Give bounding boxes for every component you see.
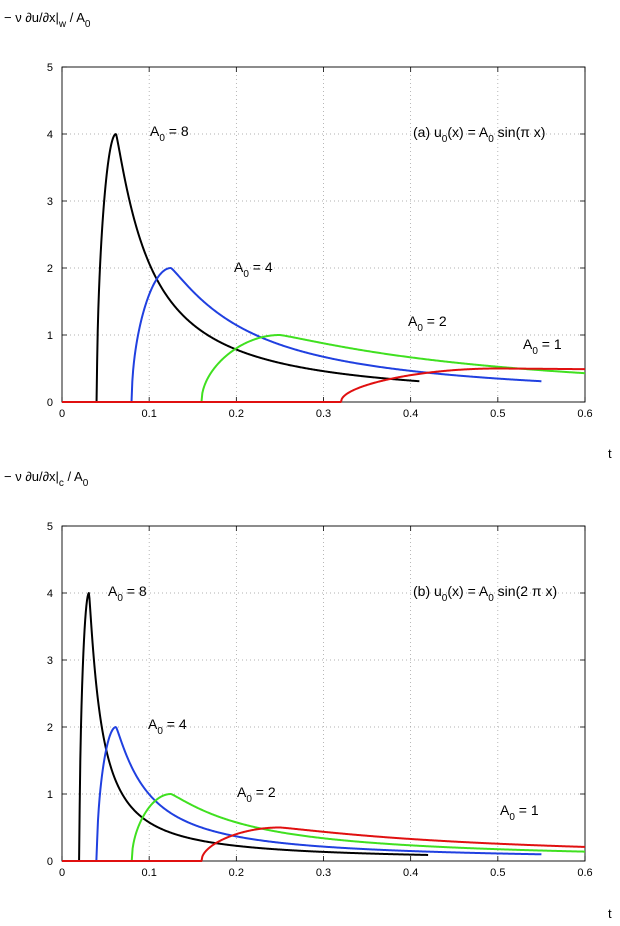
series-label-1-part: = 4	[163, 716, 187, 732]
y-axis-label-part: w	[58, 19, 67, 30]
y-axis-label-part: c	[59, 478, 64, 489]
series-line-1	[61, 267, 542, 403]
series-label-3-part: 0	[509, 812, 515, 823]
y-tick-label: 4	[47, 588, 53, 600]
series-label-3: A0 = 1	[500, 802, 539, 823]
series-label-2-part: 0	[417, 323, 423, 334]
series-label-0-part: 0	[117, 593, 123, 604]
series-label-2-part: A	[237, 784, 247, 800]
series-label-1: A0 = 4	[148, 716, 187, 737]
x-tick-label: 0.3	[316, 867, 331, 879]
panel-annotation: (a) u0(x) = A0 sin(π x)	[413, 124, 545, 145]
panel-annotation-part: sin(π x)	[494, 124, 546, 140]
panel-annotation-part: 0	[488, 593, 494, 604]
series-label-0-part: A	[150, 123, 160, 139]
y-axis-label-part: 0	[85, 19, 91, 30]
panel-annotation-part: (b) u	[413, 583, 442, 599]
y-axis-label-part: − ν ∂u/∂x|	[4, 469, 59, 484]
y-axis-label-part: − ν ∂u/∂x|	[4, 10, 59, 25]
series-line-3	[61, 826, 586, 862]
y-axis-label: − ν ∂u/∂x|w / A0	[4, 10, 91, 30]
series-line-2	[61, 793, 586, 862]
series-label-2-part: 0	[246, 794, 252, 805]
x-tick-label: 0.2	[229, 408, 244, 420]
x-tick-label: 0.4	[403, 867, 418, 879]
series-line-3	[61, 367, 586, 403]
x-tick-label: 0.3	[316, 408, 331, 420]
panel-annotation-part: 0	[488, 134, 494, 145]
panel-annotation-part: 0	[442, 134, 448, 145]
x-axis-label: t	[608, 906, 612, 921]
y-axis-label-part: 0	[83, 478, 89, 489]
y-tick-label: 5	[47, 521, 53, 533]
x-tick-label: 0.5	[490, 867, 505, 879]
series-label-1: A0 = 4	[234, 259, 273, 280]
y-tick-label: 0	[47, 397, 53, 409]
panel-annotation-part: (x) = A	[447, 583, 489, 599]
y-tick-label: 2	[47, 263, 53, 275]
series-label-2-part: = 2	[423, 313, 447, 329]
panel-annotation-part: (x) = A	[447, 124, 489, 140]
x-tick-label: 0.1	[142, 408, 157, 420]
y-axis-label-part: / A	[66, 10, 85, 25]
series-label-1-part: A	[234, 259, 244, 275]
x-tick-label: 0	[59, 408, 65, 420]
y-tick-label: 3	[47, 196, 53, 208]
x-tick-label: 0.4	[403, 408, 418, 420]
series-label-0-part: A	[108, 583, 118, 599]
series-line-0	[61, 592, 429, 862]
series-label-3-part: A	[523, 336, 533, 352]
series-line-1	[61, 726, 542, 862]
y-axis-label: − ν ∂u/∂x|c / A0	[4, 469, 89, 489]
y-tick-label: 2	[47, 722, 53, 734]
series-label-0-part: 0	[159, 133, 165, 144]
series-line-0	[61, 133, 420, 403]
series-label-1-part: 0	[243, 269, 249, 280]
x-axis-label: t	[608, 446, 612, 461]
series-label-0-part: = 8	[165, 123, 189, 139]
series-label-2-part: A	[408, 313, 418, 329]
series-label-1-part: 0	[157, 726, 163, 737]
series-label-3-part: = 1	[538, 336, 562, 352]
series-label-1-part: = 4	[249, 259, 273, 275]
y-tick-label: 3	[47, 655, 53, 667]
series-label-3-part: 0	[532, 346, 538, 357]
y-tick-label: 4	[47, 129, 53, 141]
x-tick-label: 0.5	[490, 408, 505, 420]
series-label-3-part: = 1	[515, 802, 539, 818]
y-tick-label: 5	[47, 62, 53, 74]
x-tick-label: 0.1	[142, 867, 157, 879]
panel-annotation-part: 0	[442, 593, 448, 604]
y-tick-label: 0	[47, 856, 53, 868]
series-label-0: A0 = 8	[108, 583, 147, 604]
x-tick-label: 0.2	[229, 867, 244, 879]
series-label-3: A0 = 1	[523, 336, 562, 357]
series-label-0: A0 = 8	[150, 123, 189, 144]
panel-annotation-part: sin(2 π x)	[494, 583, 557, 599]
series-label-3-part: A	[500, 802, 510, 818]
y-tick-label: 1	[47, 330, 53, 342]
series-label-0-part: = 8	[123, 583, 147, 599]
x-tick-label: 0.6	[577, 408, 592, 420]
y-axis-label-part: / A	[64, 469, 83, 484]
series-label-1-part: A	[148, 716, 158, 732]
series-label-2: A0 = 2	[237, 784, 276, 805]
y-tick-label: 1	[47, 789, 53, 801]
panel-annotation-part: (a) u	[413, 124, 442, 140]
x-tick-label: 0.6	[577, 867, 592, 879]
x-tick-label: 0	[59, 867, 65, 879]
panel-annotation: (b) u0(x) = A0 sin(2 π x)	[413, 583, 557, 604]
series-label-2-part: = 2	[252, 784, 276, 800]
series-label-2: A0 = 2	[408, 313, 447, 334]
